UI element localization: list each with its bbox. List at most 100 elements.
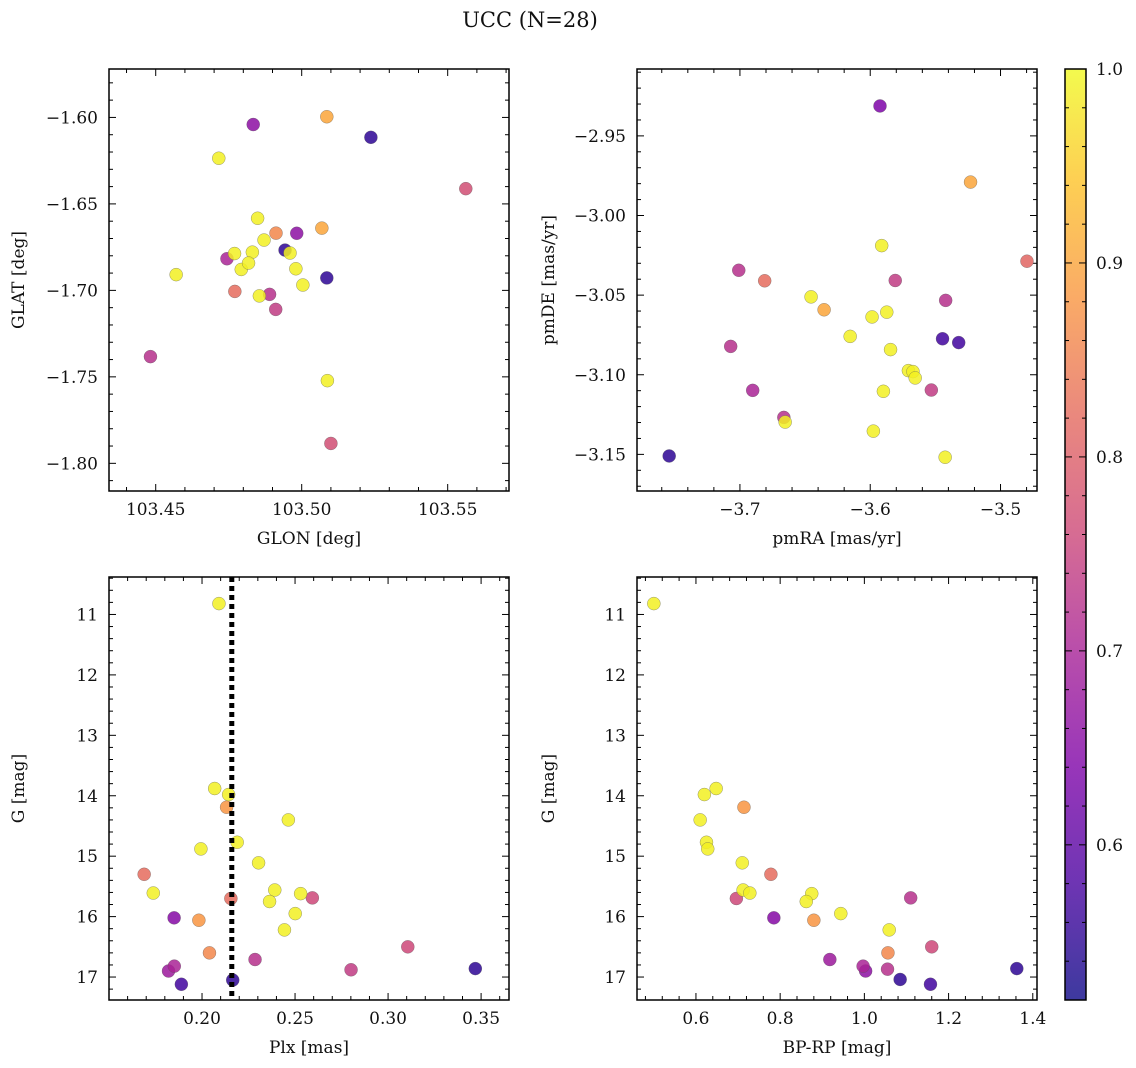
scatter-point [767,911,781,925]
scatter-point [709,781,723,796]
panel-4: 0.6 0.8 1.0 1.2 1.4 11 12 13 14 15 16 17 BP-RP [mag]… [539,576,1046,1058]
scatter-point [856,959,870,973]
panel-4-frame [636,576,1038,1001]
y-tick-label: −3.10 [574,366,626,386]
x-tick-label: −3.6 [850,500,891,520]
scatter-point [883,342,898,357]
scatter-point [344,963,358,977]
y-tick-label: −1.60 [46,108,98,128]
scatter-point [893,972,907,987]
scatter-point [289,262,303,276]
colorbar-tick-label: 0.7 [1096,642,1123,662]
x-tick-label: 1.4 [1019,1009,1046,1029]
scatter-point [283,246,297,260]
scatter-point [823,952,837,967]
colorbar-tick-label: 0.9 [1096,254,1123,274]
scatter-point [174,977,189,992]
x-tick-label: 1.0 [851,1009,878,1029]
scatter-point [1020,254,1034,268]
x-tick-label: 103.45 [126,500,185,520]
y-axis-label: G [mag] [9,754,29,823]
scatter-point [924,940,939,954]
scatter-point [268,883,282,897]
scatter-point [938,450,952,464]
panel-1: 103.45 103.50 103.55 −1.80 −1.75 −1.70 −1.65 −1… [9,68,510,549]
y-tick-label: −3.15 [574,445,626,465]
scatter-point [296,278,310,292]
y-tick-label: 11 [604,605,626,625]
scatter-point [250,211,265,226]
panels: 103.45 103.50 103.55 −1.80 −1.75 −1.70 −1.65 −1… [9,68,1046,1058]
scatter-point [876,384,891,399]
scatter-point [401,940,415,954]
scatter-point [873,99,887,113]
x-tick-label: 0.6 [682,1009,709,1029]
scatter-point [882,923,896,937]
y-tick-label: −2.95 [574,127,626,147]
x-tick-label: 103.50 [272,500,331,520]
scatter-point [324,436,338,451]
panel-1-frame [108,68,510,492]
y-tick-label: −1.75 [46,368,98,388]
scatter-point [732,263,746,278]
scatter-point [227,246,242,261]
figure-title: UCC (N=28) [462,8,598,32]
x-tick-label: −3.7 [719,500,760,520]
scatter-point [252,289,267,303]
scatter-point [268,302,283,317]
scatter-point [281,813,296,827]
scatter-point [834,906,848,921]
scatter-point [192,913,206,927]
y-tick-label: 11 [76,605,98,625]
x-axis-label: BP-RP [mag] [783,1038,892,1058]
scatter-point [745,383,760,398]
scatter-point [700,842,715,856]
panel-4-marks [647,596,1024,992]
y-tick-label: 15 [604,847,626,867]
scatter-point [468,961,483,976]
y-tick-label: 17 [604,968,626,988]
scatter-point [924,383,939,397]
y-tick-label: −3.05 [574,286,626,306]
y-axis-label: pmDE [mas/yr] [539,215,559,345]
y-tick-label: 13 [604,726,626,746]
scatter-point [137,867,151,882]
scatter-point [874,238,889,253]
scatter-point [269,226,283,240]
x-axis-label: Plx [mas] [269,1038,349,1058]
scatter-point [757,274,772,288]
scatter-point [315,221,329,235]
scatter-point [880,962,895,976]
panel-3-frame [108,576,510,1001]
scatter-point [778,415,792,429]
scatter-point [262,894,277,909]
scatter-point [880,305,894,319]
scatter-point [1010,961,1024,976]
scatter-point [167,959,182,973]
y-tick-label: −1.65 [46,195,98,215]
scatter-point [903,891,918,905]
y-tick-label: 15 [76,847,98,867]
colorbar-tick-label: 1.0 [1096,60,1123,80]
scatter-point [251,856,266,870]
scatter-point [866,424,881,438]
scatter-point [364,130,378,145]
y-tick-label: 14 [604,787,626,807]
scatter-point [951,335,966,350]
scatter-point [246,117,260,132]
scatter-point [459,181,473,196]
y-tick-label: −1.80 [46,454,98,474]
scatter-point [194,842,208,856]
scatter-point [908,371,922,385]
scatter-point [320,373,335,388]
scatter-point [735,856,750,870]
scatter-point [293,886,308,901]
colorbar-tick-label: 0.8 [1096,448,1123,468]
scatter-point [804,290,818,304]
scatter-point [167,911,181,925]
scatter-point [169,267,183,282]
x-tick-label: 0.8 [767,1009,794,1029]
y-tick-label: 16 [604,908,626,928]
y-tick-label: −1.70 [46,281,98,301]
